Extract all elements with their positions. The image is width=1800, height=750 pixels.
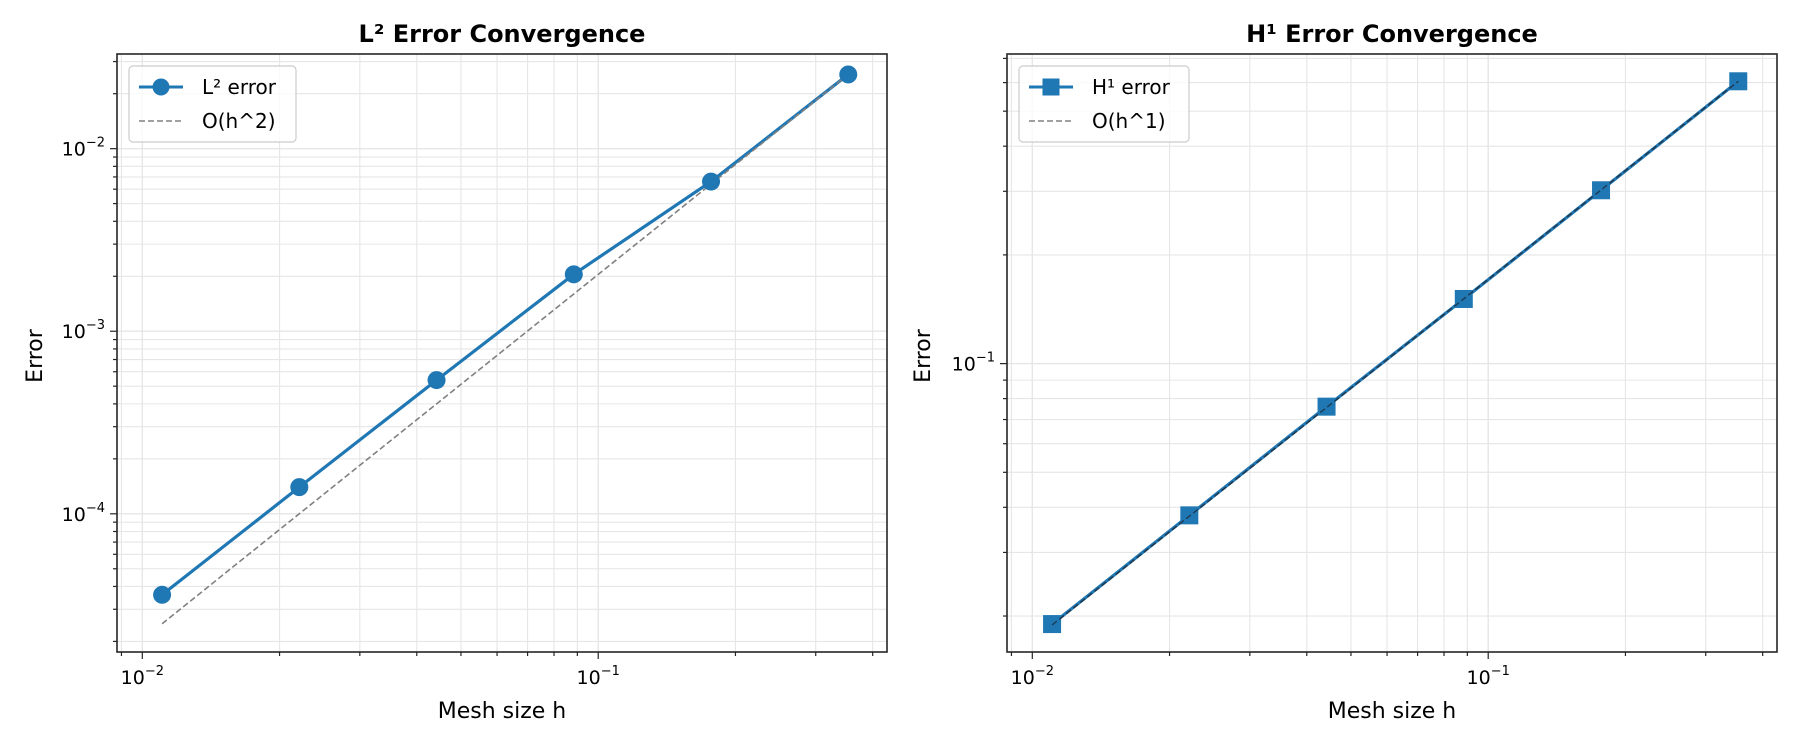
l2-y-axis-label: Error — [23, 328, 48, 383]
h1-x-axis-label: Mesh size h — [1328, 699, 1457, 724]
l2-error-panel: L² Error Convergence Mesh size h Error 1… — [23, 20, 888, 724]
x-tick-label: 10−2 — [1011, 664, 1054, 689]
legend-square-marker-icon — [1042, 78, 1060, 96]
legend-label-oh1: O(h^1) — [1092, 109, 1166, 133]
l2-grid — [117, 54, 887, 652]
l2-chart-title: L² Error Convergence — [359, 20, 646, 48]
legend-label-l2-error: L² error — [202, 75, 277, 99]
data-point-circle — [564, 265, 583, 284]
data-point-square — [1317, 397, 1336, 416]
y-tick-label: 10−1 — [952, 351, 995, 376]
h1-axes-frame — [1006, 53, 1778, 653]
l2-x-axis-label: Mesh size h — [438, 699, 567, 724]
h1-error-panel: H¹ Error Convergence Mesh size h Error 1… — [911, 20, 1778, 724]
data-point-circle — [702, 172, 721, 191]
legend-label-h1-error: H¹ error — [1092, 75, 1171, 99]
l2-ticks: 10−2 10−1 10−4 10−3 10−2 — [62, 60, 874, 689]
reference-rate-line-overlay — [1051, 80, 1739, 626]
legend-circle-marker-icon — [152, 78, 170, 96]
legend-box — [1018, 65, 1190, 143]
data-point-square — [1592, 181, 1611, 200]
h1-y-axis-label: Error — [911, 328, 936, 383]
h1-chart-title: H¹ Error Convergence — [1246, 20, 1538, 48]
l2-axes-frame — [116, 53, 888, 653]
y-tick-label: 10−4 — [62, 501, 105, 526]
data-point-circle — [839, 65, 858, 84]
y-tick-label: 10−3 — [62, 318, 105, 343]
data-point-circle — [290, 478, 309, 497]
error-series-line — [161, 73, 850, 597]
reference-rate-line — [161, 73, 849, 625]
h1-grid — [1007, 54, 1777, 652]
x-tick-label: 10−1 — [577, 664, 620, 689]
x-tick-label: 10−1 — [1467, 664, 1510, 689]
h1-plot-area — [1043, 72, 1748, 634]
x-tick-label: 10−2 — [121, 664, 164, 689]
l2-plot-area — [153, 65, 858, 625]
data-point-circle — [427, 371, 446, 390]
h1-ticks: 10−2 10−1 10−1 — [952, 57, 1764, 689]
legend-label-oh2: O(h^2) — [202, 109, 276, 133]
legend-box — [128, 65, 297, 143]
h1-legend: H¹ error O(h^1) — [1018, 65, 1190, 143]
y-tick-label: 10−2 — [62, 136, 105, 161]
data-point-circle — [153, 585, 172, 604]
l2-legend: L² error O(h^2) — [128, 65, 297, 143]
